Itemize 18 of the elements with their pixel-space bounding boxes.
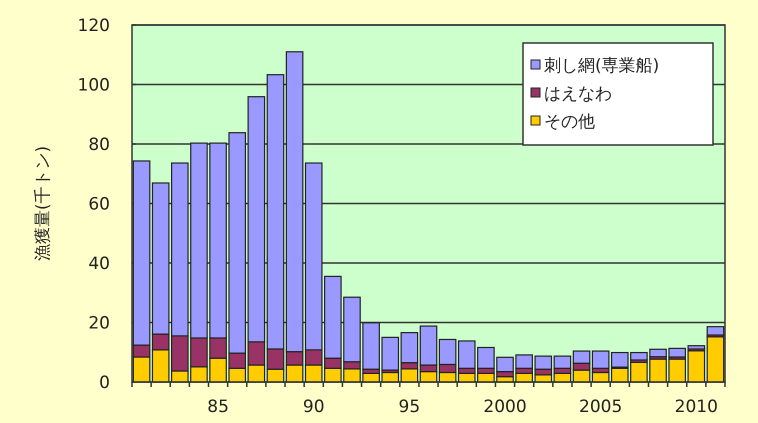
y-tick-label: 40 — [88, 254, 110, 274]
legend-label: 刺し網(専業船) — [544, 56, 660, 76]
x-tick-label: 2005 — [579, 397, 622, 417]
y-tick-label: 100 — [78, 76, 110, 96]
bar — [706, 326, 724, 336]
x-tick-label: 95 — [398, 397, 420, 417]
y-axis-title: 漁獲量(千トン) — [33, 146, 53, 262]
y-tick-label: 120 — [78, 16, 110, 36]
y-tick-label: 0 — [99, 373, 110, 393]
x-tick-label: 85 — [207, 397, 229, 417]
y-tick-label: 20 — [88, 314, 110, 334]
x-tick-label: 2000 — [483, 397, 527, 417]
legend-label: その他 — [544, 112, 595, 132]
legend-label: はえなわ — [544, 84, 612, 104]
y-tick-label: 80 — [88, 135, 110, 155]
x-tick-label: 2010 — [674, 397, 718, 417]
x-tick-label: 90 — [302, 397, 325, 417]
y-tick-label: 60 — [88, 194, 110, 214]
